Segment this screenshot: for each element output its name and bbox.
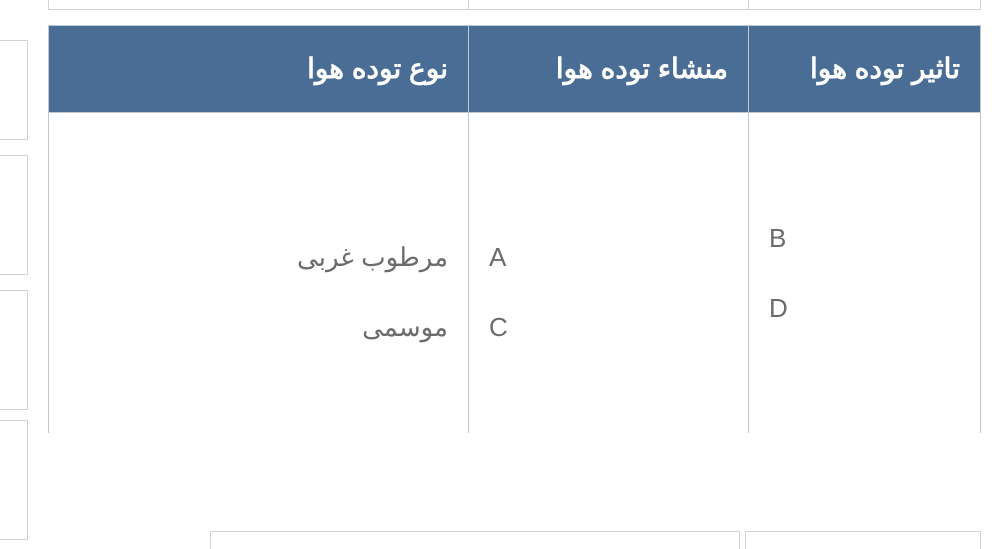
cell-origin: A [469, 223, 749, 293]
bottom-fragment-box [210, 531, 740, 549]
table-row: مرطوب غربی A B [49, 223, 981, 293]
cell-origin: C [469, 293, 749, 363]
header-type: نوع توده هوا [49, 26, 469, 113]
table-row: موسمی C D [49, 293, 981, 363]
left-fragment-cell [0, 290, 28, 410]
header-origin: منشاء توده هوا [469, 26, 749, 113]
top-edge-fragment [48, 0, 981, 10]
left-edge-fragments [0, 0, 30, 549]
table-header-row: نوع توده هوا منشاء توده هوا تاثیر توده ه… [49, 26, 981, 113]
air-mass-table: نوع توده هوا منشاء توده هوا تاثیر توده ه… [48, 25, 981, 433]
cell-effect: B [749, 223, 981, 293]
table-spacer-row [49, 113, 981, 223]
cell-type: موسمی [49, 293, 469, 363]
bottom-edge-fragments [210, 531, 981, 549]
left-fragment-cell [0, 420, 28, 540]
header-effect: تاثیر توده هوا [749, 26, 981, 113]
bottom-fragment-box [745, 531, 981, 549]
cell-effect: D [749, 293, 981, 363]
left-fragment-cell [0, 40, 28, 140]
cell-type: مرطوب غربی [49, 223, 469, 293]
table-row [49, 363, 981, 433]
left-fragment-cell [0, 155, 28, 275]
empty-cell [469, 113, 749, 223]
empty-cell [749, 113, 981, 223]
empty-cell [469, 363, 749, 433]
empty-cell [49, 113, 469, 223]
empty-cell [49, 363, 469, 433]
empty-cell [749, 363, 981, 433]
